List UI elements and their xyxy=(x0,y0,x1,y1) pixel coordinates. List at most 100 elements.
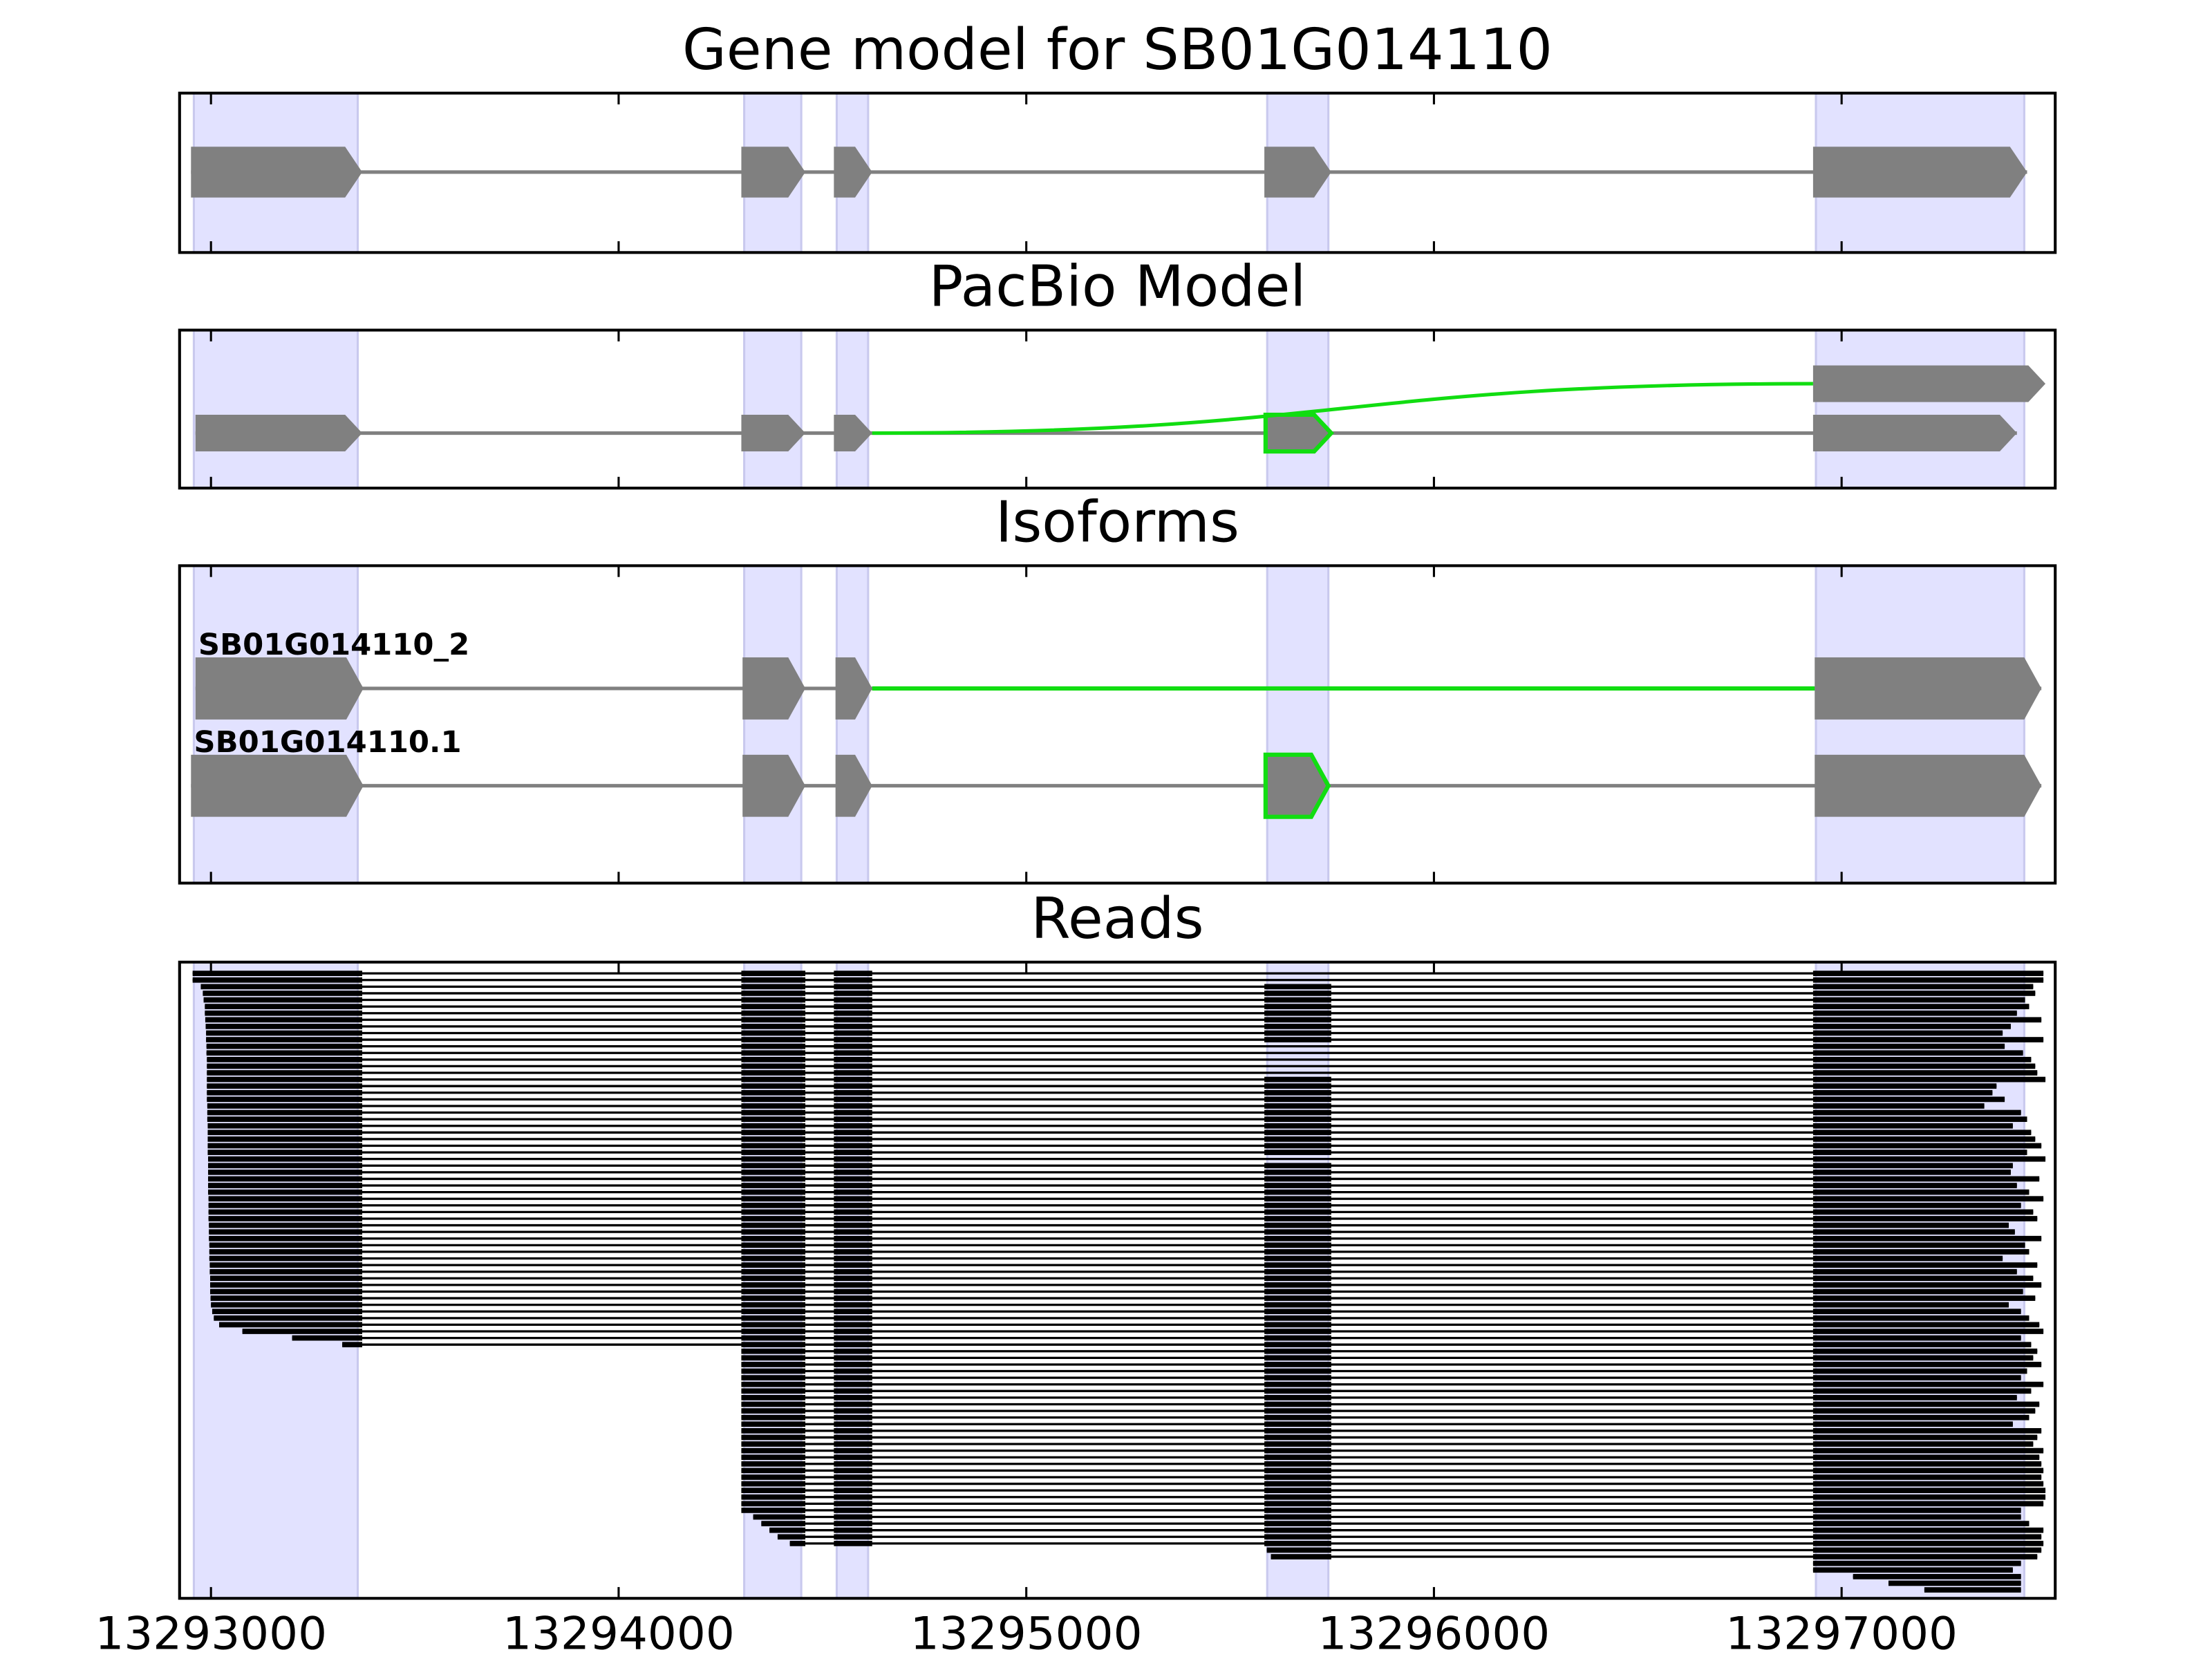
read-block xyxy=(1264,1488,1331,1494)
read-block xyxy=(741,977,806,983)
read-block xyxy=(1264,1282,1331,1288)
read-block xyxy=(741,1408,806,1414)
read-block xyxy=(741,1481,806,1487)
read-block xyxy=(741,1229,806,1235)
read-block xyxy=(1812,1176,2040,1182)
read-block xyxy=(211,1302,362,1308)
read-block xyxy=(741,1454,806,1461)
read-block xyxy=(208,1156,362,1162)
read-block xyxy=(206,1050,362,1056)
read-block xyxy=(1812,1043,2005,1049)
read-block xyxy=(1264,1447,1331,1454)
read-block xyxy=(834,1427,872,1434)
read-block xyxy=(741,1242,806,1248)
read-block xyxy=(1812,1514,2021,1520)
read-block xyxy=(209,1229,362,1235)
read-block xyxy=(777,1534,806,1540)
read-block xyxy=(834,1302,872,1308)
read-block xyxy=(834,1275,872,1282)
read-block xyxy=(741,1024,806,1029)
read-block xyxy=(741,1329,806,1334)
read-block xyxy=(834,1348,872,1354)
read-block xyxy=(834,1070,872,1076)
read-block xyxy=(1264,1163,1331,1169)
read-block xyxy=(1812,1130,2032,1136)
read-block xyxy=(834,1521,872,1526)
read-block xyxy=(1812,1441,2034,1447)
read-block xyxy=(207,1109,362,1116)
read-block xyxy=(1812,1488,2046,1494)
read-block xyxy=(741,1136,806,1142)
read-block xyxy=(741,991,806,996)
read-block xyxy=(834,1050,872,1056)
read-block xyxy=(207,1089,362,1096)
read-block xyxy=(1812,1242,2025,1248)
read-block xyxy=(1264,1275,1331,1282)
read-block xyxy=(1264,1169,1331,1175)
read-block xyxy=(741,1189,806,1195)
read-block xyxy=(741,1447,806,1454)
read-block xyxy=(1264,1143,1331,1149)
read-block xyxy=(1812,1262,2038,1268)
read-block xyxy=(741,1309,806,1315)
read-block xyxy=(1812,1103,1985,1109)
read-block xyxy=(1812,1309,2021,1315)
read-block xyxy=(741,1375,806,1381)
read-block xyxy=(834,1262,872,1268)
read-block xyxy=(741,1468,806,1474)
read-block xyxy=(741,1388,806,1394)
read-block xyxy=(741,1176,806,1182)
exon-region xyxy=(1266,329,1330,489)
read-block xyxy=(1812,1554,2038,1559)
read-block xyxy=(1812,1527,2044,1533)
read-block xyxy=(834,1030,872,1036)
read-block xyxy=(741,1427,806,1434)
panel-title: Gene model for SB01G014110 xyxy=(682,17,1553,83)
read-block xyxy=(1264,1335,1331,1341)
read-block xyxy=(208,1163,362,1169)
read-block xyxy=(1812,1222,2009,1228)
read-block xyxy=(834,1342,872,1348)
exon-region xyxy=(192,329,359,489)
read-block xyxy=(1812,1295,2036,1301)
read-block xyxy=(741,1017,806,1023)
read-block xyxy=(1812,1540,2044,1546)
read-block xyxy=(1264,1381,1331,1387)
read-block xyxy=(1264,1441,1331,1447)
read-block xyxy=(834,1468,872,1474)
read-block xyxy=(1264,1268,1331,1275)
read-block xyxy=(1812,1196,2044,1202)
read-block xyxy=(834,1421,872,1427)
read-block xyxy=(1264,1109,1331,1116)
read-block xyxy=(741,1109,806,1116)
read-block xyxy=(1812,977,2044,983)
read-block xyxy=(834,1368,872,1374)
read-block xyxy=(1264,1030,1331,1036)
read-block xyxy=(834,1196,872,1202)
read-block xyxy=(1264,1136,1331,1142)
read-block xyxy=(1812,1076,2046,1082)
read-block xyxy=(741,1103,806,1109)
read-block xyxy=(834,1017,872,1023)
read-block xyxy=(1812,1056,2032,1062)
panel-frame xyxy=(178,328,2057,490)
highlight-exon xyxy=(1263,412,1335,454)
read-block xyxy=(1264,1229,1331,1235)
panel-frame xyxy=(178,564,2057,885)
read-block xyxy=(1812,1169,2011,1175)
read-block xyxy=(834,1322,872,1328)
read-block xyxy=(761,1521,806,1526)
read-block xyxy=(1264,1521,1331,1526)
read-block xyxy=(1812,1070,2038,1076)
read-block xyxy=(1264,1514,1331,1520)
read-block xyxy=(741,1089,806,1096)
read-block xyxy=(741,1395,806,1400)
read-block xyxy=(834,1103,872,1109)
read-block xyxy=(834,1123,872,1129)
read-block xyxy=(834,1116,872,1123)
read-block xyxy=(1264,1222,1331,1228)
exon-region xyxy=(1815,329,2025,489)
read-block xyxy=(741,1302,806,1308)
exon-region xyxy=(1815,564,2025,885)
read-block xyxy=(206,1043,362,1049)
